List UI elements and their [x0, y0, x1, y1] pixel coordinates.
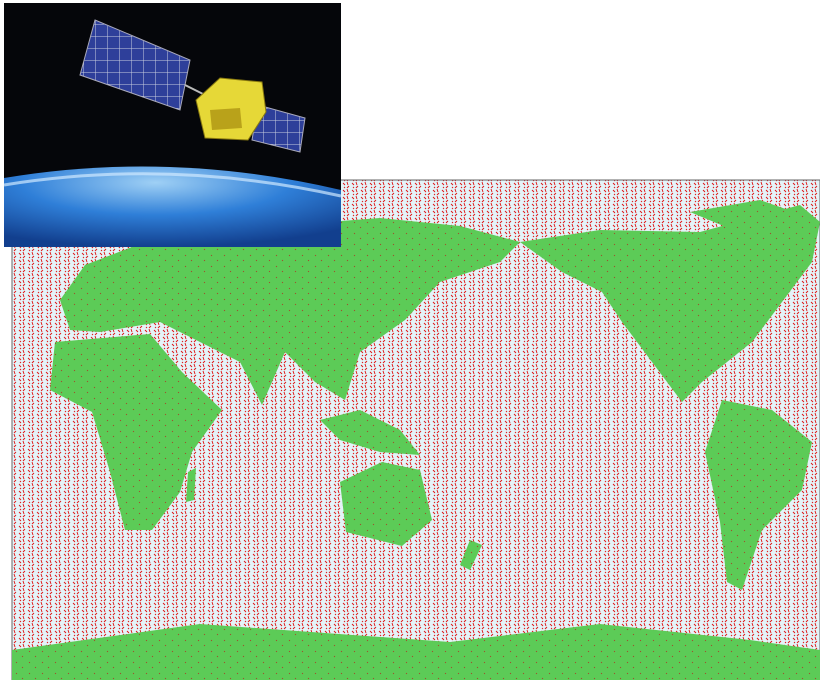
new-zealand: [460, 540, 482, 570]
solar-panel: [79, 19, 191, 111]
madagascar: [186, 468, 196, 502]
antarctica: [12, 624, 820, 680]
earth: [4, 166, 341, 247]
north-america: [520, 205, 820, 402]
south-america: [705, 400, 812, 590]
satellite-detail: [210, 108, 242, 130]
eurasia: [60, 218, 520, 405]
satellite-photo: [3, 3, 342, 247]
atmosphere: [3, 172, 342, 198]
continents: [12, 200, 820, 680]
greenland: [690, 200, 800, 242]
africa: [50, 334, 222, 530]
southeast-asia: [320, 410, 420, 455]
australia: [340, 462, 432, 546]
world-map: [11, 179, 820, 680]
